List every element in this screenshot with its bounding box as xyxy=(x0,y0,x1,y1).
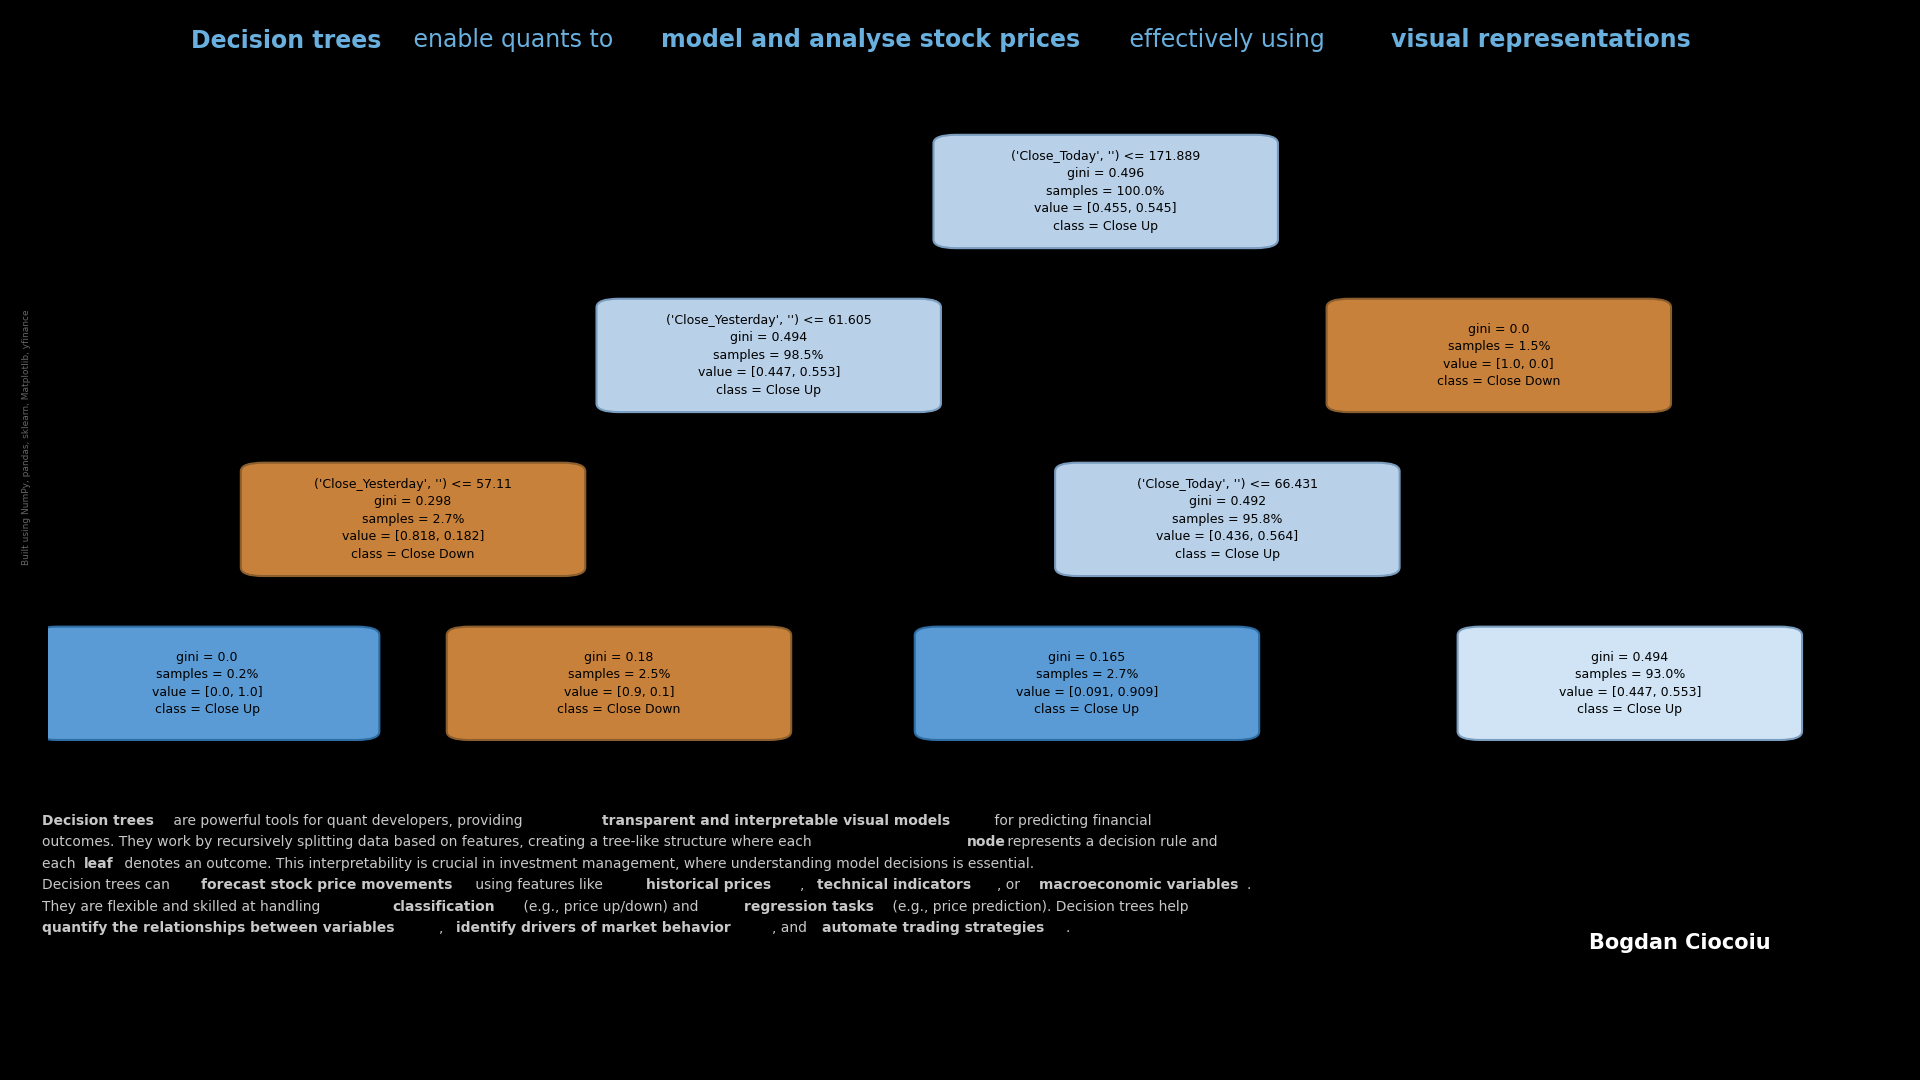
Text: classification: classification xyxy=(392,900,495,914)
Text: leaf: leaf xyxy=(84,856,113,870)
Text: denotes an outcome. This interpretability is crucial in investment management, w: denotes an outcome. This interpretabilit… xyxy=(121,856,1035,870)
Text: technical indicators: technical indicators xyxy=(816,878,972,892)
Text: gini = 0.18
samples = 2.5%
value = [0.9, 0.1]
class = Close Down: gini = 0.18 samples = 2.5% value = [0.9,… xyxy=(557,650,682,716)
Text: They are flexible and skilled at handling: They are flexible and skilled at handlin… xyxy=(42,900,324,914)
FancyBboxPatch shape xyxy=(35,626,380,740)
FancyBboxPatch shape xyxy=(914,626,1260,740)
Text: using features like: using features like xyxy=(472,878,607,892)
Text: regression tasks: regression tasks xyxy=(743,900,874,914)
Text: Decision trees: Decision trees xyxy=(192,28,382,53)
Text: Decision Tree for AAPL Stock Price Prediction: Decision Tree for AAPL Stock Price Predi… xyxy=(781,106,1187,124)
Text: ,: , xyxy=(801,878,808,892)
Text: automate trading strategies: automate trading strategies xyxy=(822,921,1044,935)
Text: , or: , or xyxy=(996,878,1025,892)
Text: (e.g., price prediction). Decision trees help: (e.g., price prediction). Decision trees… xyxy=(889,900,1188,914)
Text: identify drivers of market behavior: identify drivers of market behavior xyxy=(457,921,732,935)
Text: each: each xyxy=(42,856,81,870)
FancyBboxPatch shape xyxy=(1056,462,1400,576)
Text: Built using NumPy, pandas, sklearn, Matplotlib, yfinance: Built using NumPy, pandas, sklearn, Matp… xyxy=(21,310,31,565)
Text: gini = 0.0
samples = 1.5%
value = [1.0, 0.0]
class = Close Down: gini = 0.0 samples = 1.5% value = [1.0, … xyxy=(1436,323,1561,388)
Text: gini = 0.165
samples = 2.7%
value = [0.091, 0.909]
class = Close Up: gini = 0.165 samples = 2.7% value = [0.0… xyxy=(1016,650,1158,716)
Text: model and analyse stock prices: model and analyse stock prices xyxy=(660,28,1081,53)
Text: visual representations: visual representations xyxy=(1390,28,1692,53)
Text: macroeconomic variables: macroeconomic variables xyxy=(1039,878,1238,892)
Text: transparent and interpretable visual models: transparent and interpretable visual mod… xyxy=(603,814,950,828)
Text: .: . xyxy=(1066,921,1069,935)
Text: gini = 0.494
samples = 93.0%
value = [0.447, 0.553]
class = Close Up: gini = 0.494 samples = 93.0% value = [0.… xyxy=(1559,650,1701,716)
Text: Bogdan Ciocoiu: Bogdan Ciocoiu xyxy=(1590,933,1770,953)
Text: , and: , and xyxy=(772,921,812,935)
Text: historical prices: historical prices xyxy=(647,878,772,892)
FancyBboxPatch shape xyxy=(597,299,941,413)
FancyBboxPatch shape xyxy=(1457,626,1803,740)
Text: represents a decision rule and: represents a decision rule and xyxy=(1004,835,1217,849)
Text: quantify the relationships between variables: quantify the relationships between varia… xyxy=(42,921,396,935)
Text: ('Close_Yesterday', '') <= 57.11
gini = 0.298
samples = 2.7%
value = [0.818, 0.1: ('Close_Yesterday', '') <= 57.11 gini = … xyxy=(315,477,513,561)
Text: enable quants to: enable quants to xyxy=(407,28,620,53)
Text: Decision trees can: Decision trees can xyxy=(42,878,175,892)
Text: outcomes. They work by recursively splitting data based on features, creating a : outcomes. They work by recursively split… xyxy=(42,835,816,849)
FancyBboxPatch shape xyxy=(933,135,1279,248)
Text: (e.g., price up/down) and: (e.g., price up/down) and xyxy=(518,900,703,914)
Text: forecast stock price movements: forecast stock price movements xyxy=(200,878,451,892)
Text: ('Close_Today', '') <= 66.431
gini = 0.492
samples = 95.8%
value = [0.436, 0.564: ('Close_Today', '') <= 66.431 gini = 0.4… xyxy=(1137,477,1317,561)
FancyBboxPatch shape xyxy=(447,626,791,740)
Text: are powerful tools for quant developers, providing: are powerful tools for quant developers,… xyxy=(169,814,526,828)
Text: .: . xyxy=(1246,878,1250,892)
Text: ('Close_Today', '') <= 171.889
gini = 0.496
samples = 100.0%
value = [0.455, 0.5: ('Close_Today', '') <= 171.889 gini = 0.… xyxy=(1012,150,1200,233)
Text: effectively using: effectively using xyxy=(1121,28,1332,53)
Text: ,: , xyxy=(440,921,447,935)
FancyBboxPatch shape xyxy=(240,462,586,576)
Text: for predicting financial: for predicting financial xyxy=(991,814,1152,828)
Text: ('Close_Yesterday', '') <= 61.605
gini = 0.494
samples = 98.5%
value = [0.447, 0: ('Close_Yesterday', '') <= 61.605 gini =… xyxy=(666,314,872,397)
Text: node: node xyxy=(968,835,1006,849)
FancyBboxPatch shape xyxy=(1327,299,1670,413)
Text: gini = 0.0
samples = 0.2%
value = [0.0, 1.0]
class = Close Up: gini = 0.0 samples = 0.2% value = [0.0, … xyxy=(152,650,263,716)
Text: Decision trees: Decision trees xyxy=(42,814,154,828)
